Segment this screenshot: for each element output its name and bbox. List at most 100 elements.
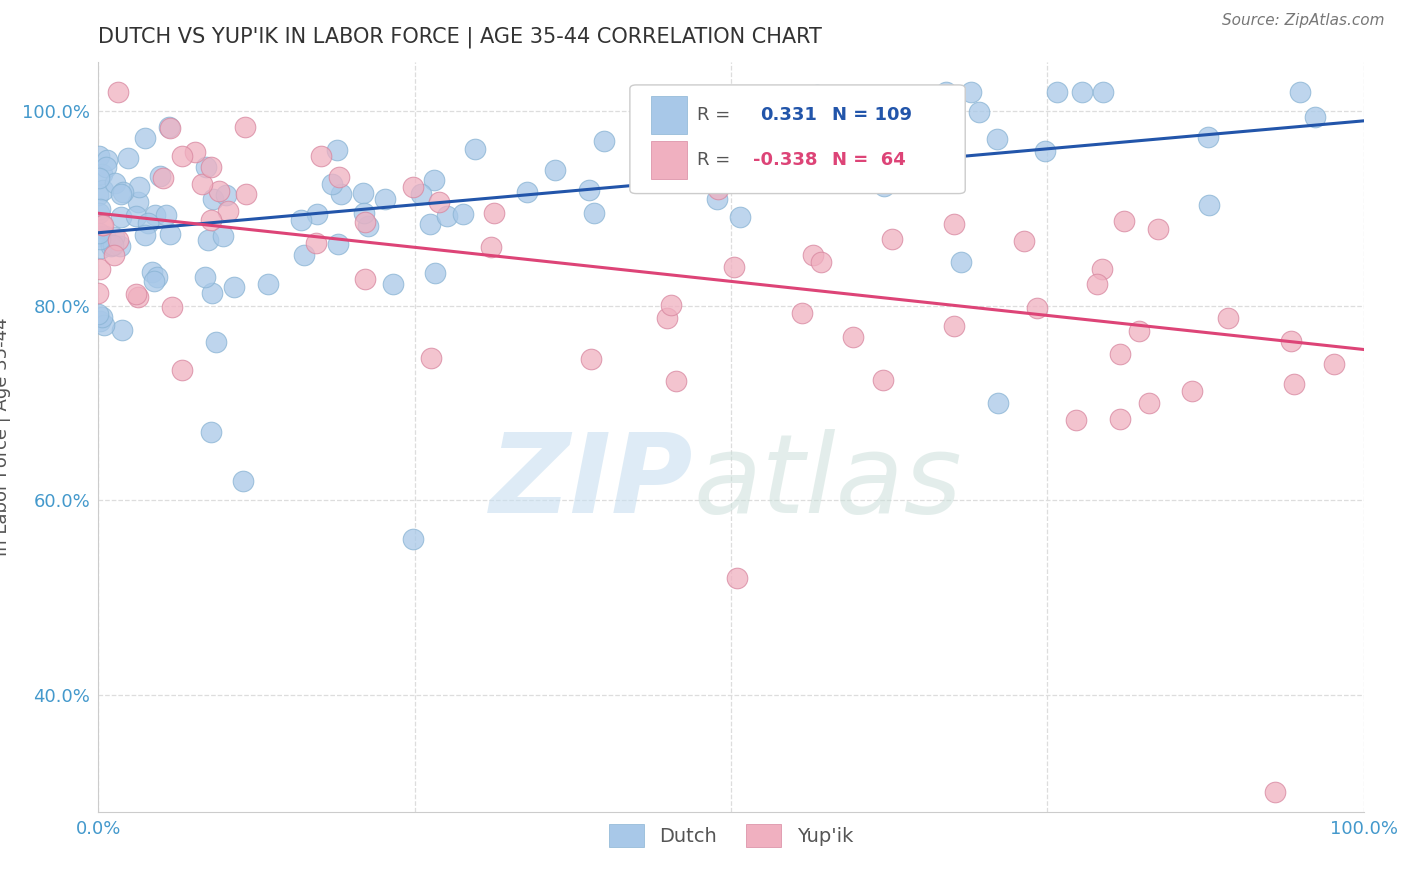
Point: [117, 151, 139, 165]
Point: [91, 310, 114, 324]
Point: [170, 149, 193, 163]
Point: [479, 240, 502, 254]
Point: [411, 187, 433, 202]
Text: -0.338: -0.338: [752, 151, 817, 169]
Point: [112, 185, 135, 199]
Point: [107, 233, 129, 247]
Point: [872, 373, 894, 387]
Point: [1128, 324, 1150, 338]
Point: [950, 255, 973, 269]
Point: [1288, 85, 1310, 99]
Point: [152, 170, 174, 185]
Point: [107, 85, 129, 99]
Point: [149, 169, 172, 183]
Point: [292, 248, 315, 262]
Point: [806, 88, 828, 103]
Point: [146, 270, 169, 285]
Point: [402, 533, 425, 547]
Point: [1070, 85, 1092, 99]
Point: [211, 228, 233, 243]
Point: [659, 297, 682, 311]
Point: [208, 184, 231, 198]
Point: [579, 351, 602, 366]
Point: [257, 277, 280, 292]
Point: [401, 180, 423, 194]
Point: [100, 239, 122, 253]
Point: [89, 313, 111, 327]
Point: [94, 229, 117, 244]
Point: [305, 207, 328, 221]
Point: [354, 215, 377, 229]
Point: [1279, 334, 1302, 349]
Point: [183, 145, 205, 159]
Point: [354, 272, 377, 286]
Point: [103, 248, 125, 262]
Point: [655, 310, 678, 325]
Point: [1137, 396, 1160, 410]
Point: [103, 237, 125, 252]
Point: [578, 183, 600, 197]
Point: [583, 205, 606, 219]
Point: [374, 192, 396, 206]
Text: atlas: atlas: [693, 428, 962, 535]
Point: [202, 192, 225, 206]
Point: [696, 137, 718, 152]
Point: [960, 85, 983, 99]
Point: [935, 85, 957, 99]
Point: [136, 216, 159, 230]
Point: [728, 210, 751, 224]
Point: [87, 188, 110, 202]
Point: [801, 248, 824, 262]
Point: [328, 170, 350, 185]
Point: [427, 194, 450, 209]
Point: [810, 254, 832, 268]
Text: 0.331: 0.331: [761, 106, 817, 124]
Point: [111, 323, 134, 337]
Point: [706, 192, 728, 206]
Point: [159, 227, 181, 241]
Point: [108, 238, 131, 252]
Point: [222, 279, 245, 293]
Text: N =  64: N = 64: [832, 151, 905, 169]
Point: [786, 114, 808, 128]
Point: [942, 217, 965, 231]
Point: [1085, 277, 1108, 292]
Point: [1218, 310, 1240, 325]
Point: [1092, 85, 1115, 99]
FancyBboxPatch shape: [630, 85, 966, 194]
Point: [326, 143, 349, 157]
Text: ZIP: ZIP: [489, 428, 693, 535]
Point: [592, 134, 614, 148]
Point: [170, 363, 193, 377]
Point: [357, 219, 380, 233]
Point: [200, 212, 222, 227]
Point: [160, 300, 183, 314]
Point: [353, 206, 375, 220]
Point: [128, 179, 150, 194]
Point: [201, 285, 224, 300]
Point: [91, 219, 114, 233]
Point: [482, 206, 505, 220]
Point: [127, 195, 149, 210]
Point: [665, 374, 688, 388]
Point: [134, 227, 156, 242]
Point: [159, 121, 181, 136]
Point: [194, 269, 217, 284]
Point: [787, 128, 810, 142]
Point: [818, 145, 841, 159]
Point: [87, 206, 110, 220]
Point: [1303, 110, 1326, 124]
Point: [1026, 301, 1049, 315]
Point: [1146, 222, 1168, 236]
Point: [110, 211, 132, 225]
Point: [681, 159, 703, 173]
Point: [87, 229, 110, 244]
Text: R =: R =: [697, 151, 730, 169]
Point: [200, 425, 222, 440]
Point: [91, 167, 114, 181]
Point: [217, 204, 239, 219]
Point: [1108, 411, 1130, 425]
Point: [235, 187, 257, 202]
Point: [1197, 130, 1219, 145]
Point: [191, 177, 214, 191]
